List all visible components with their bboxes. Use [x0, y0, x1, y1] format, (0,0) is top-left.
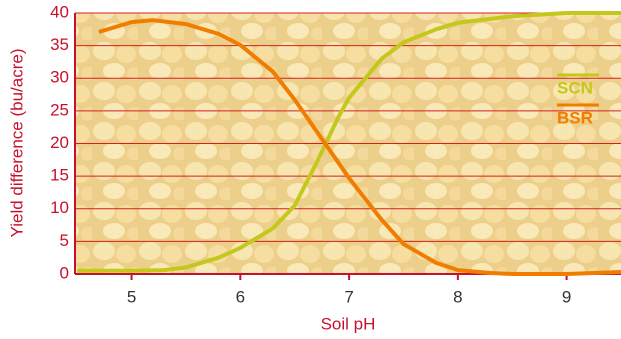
y-tick-label: 30 — [50, 68, 69, 87]
x-tick-label: 7 — [344, 287, 353, 306]
y-tick-label: 25 — [50, 100, 69, 119]
y-tick-label: 0 — [60, 263, 69, 282]
y-tick-label: 15 — [50, 166, 69, 185]
x-tick-label: 5 — [127, 287, 136, 306]
legend-label: BSR — [557, 108, 593, 127]
y-tick-label: 10 — [50, 198, 69, 217]
x-tick-label: 8 — [453, 287, 462, 306]
x-tick-label: 6 — [236, 287, 245, 306]
x-tick-label: 9 — [562, 287, 571, 306]
series-line — [98, 18, 621, 276]
series-line — [77, 11, 621, 273]
y-tick-label: 5 — [60, 231, 69, 250]
y-tick-label: 20 — [50, 133, 69, 152]
legend-label: SCN — [557, 78, 593, 97]
y-tick-label: 35 — [50, 35, 69, 54]
y-axis-label: Yield difference (bu/acre) — [7, 49, 26, 238]
x-axis-label: Soil pH — [321, 314, 376, 333]
y-tick-label: 40 — [50, 2, 69, 21]
